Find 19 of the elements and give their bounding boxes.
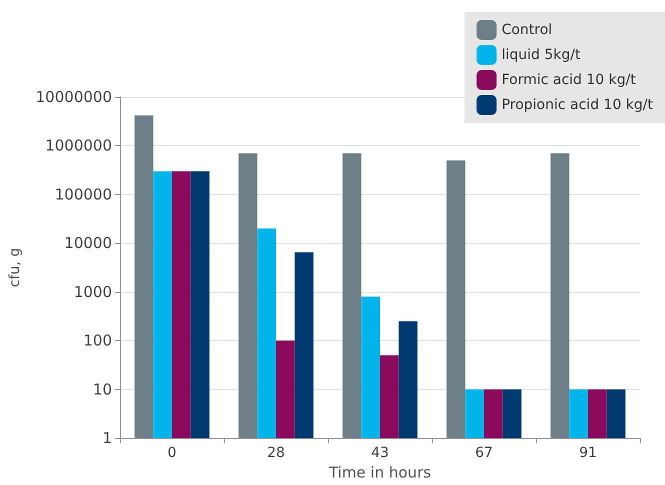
y-tick-label: 1000000 (45, 136, 112, 155)
legend-label: Formic acid 10 kg/t (502, 72, 636, 88)
x-tick-label: 28 (267, 445, 285, 462)
x-tick-label: 67 (475, 445, 493, 462)
y-tick-label: 10 (92, 380, 112, 398)
y-tick-label: 100000 (54, 185, 112, 204)
y-tick-label: 10000 (64, 234, 112, 252)
legend-label: Control (502, 22, 552, 38)
x-tick-label: 91 (579, 445, 597, 462)
legend-label: Propionic acid 10 kg/t (502, 97, 654, 113)
y-tick-label: 1000 (74, 282, 112, 301)
y-tick-label: 10000000 (36, 88, 112, 106)
legend-label: liquid 5kg/t (502, 47, 581, 63)
y-axis-title: cfu, g (7, 248, 23, 288)
y-tick-label: 100 (83, 332, 112, 350)
x-axis-title: Time in hours (328, 464, 432, 482)
x-tick-label: 43 (371, 445, 389, 462)
y-tick-label: 1 (102, 429, 112, 448)
x-tick-label: 0 (168, 445, 176, 462)
